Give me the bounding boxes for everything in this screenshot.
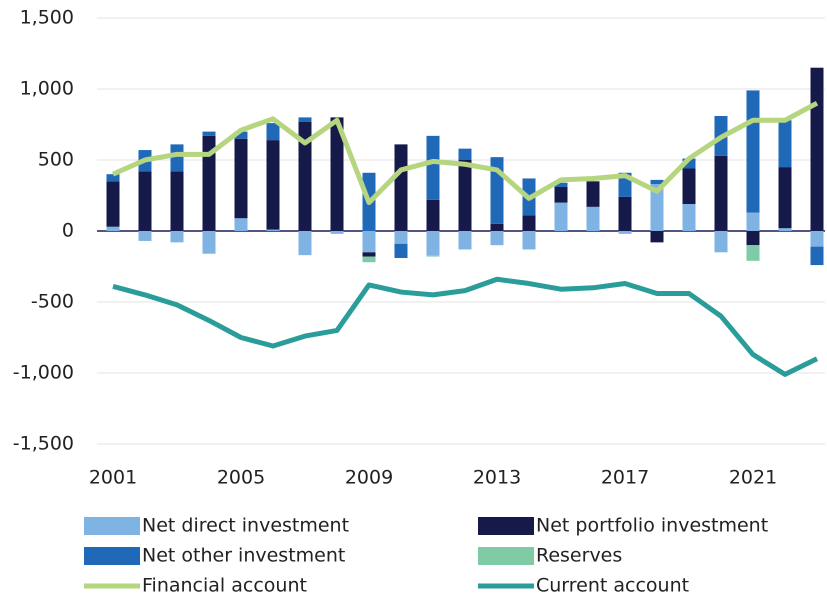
bar: [138, 231, 152, 241]
bar: [362, 231, 376, 253]
bar: [714, 155, 728, 231]
bar: [394, 144, 408, 231]
bar: [746, 90, 760, 213]
y-tick-label: -1,500: [13, 433, 74, 455]
legend-label: Reserves: [536, 545, 622, 567]
legend-swatch: [84, 547, 140, 565]
bar: [170, 231, 184, 243]
bar: [522, 215, 536, 231]
bar: [298, 231, 312, 256]
bar: [618, 231, 632, 234]
x-tick-label: 2013: [473, 467, 521, 489]
bar: [330, 231, 344, 234]
bar: [650, 184, 664, 231]
bar: [170, 171, 184, 231]
y-tick-label: 1,000: [20, 78, 74, 100]
bar: [106, 174, 120, 182]
bar: [490, 223, 504, 231]
bar: [682, 158, 696, 169]
bar: [170, 144, 184, 172]
bar: [746, 231, 760, 246]
bar: [266, 229, 280, 231]
bar: [746, 245, 760, 261]
bar: [682, 204, 696, 231]
bar: [586, 181, 600, 207]
bar: [234, 218, 248, 231]
bar: [778, 228, 792, 231]
bar: [618, 196, 632, 231]
legend-swatch: [478, 547, 534, 565]
bar: [554, 182, 568, 187]
bar: [458, 148, 472, 160]
bar: [202, 131, 216, 136]
bar: [202, 231, 216, 254]
y-tick-label: 1,500: [20, 7, 74, 29]
bar: [106, 226, 120, 231]
bar: [298, 121, 312, 231]
bar: [426, 135, 440, 200]
legend-label: Net other investment: [142, 545, 345, 567]
bar: [554, 186, 568, 203]
y-tick-label: 0: [62, 220, 74, 242]
bar: [394, 243, 408, 258]
x-tick-label: 2021: [729, 467, 777, 489]
bar: [650, 231, 664, 243]
legend-label: Net portfolio investment: [536, 515, 768, 537]
bar: [330, 117, 344, 231]
x-tick-label: 2017: [601, 467, 649, 489]
bar: [810, 231, 824, 247]
bar: [202, 135, 216, 231]
bar: [746, 212, 760, 231]
bar: [426, 199, 440, 231]
bar: [490, 231, 504, 246]
bar: [426, 255, 440, 257]
bar: [682, 168, 696, 205]
x-tick-label: 2005: [217, 467, 265, 489]
y-tick-label: -1,000: [13, 362, 74, 384]
bar: [650, 179, 664, 185]
bar: [106, 181, 120, 227]
legend-label: Net direct investment: [142, 515, 349, 537]
bar: [522, 231, 536, 250]
bar: [714, 231, 728, 253]
line: [112, 276, 819, 377]
bar: [778, 120, 792, 168]
legend-label: Current account: [536, 575, 689, 597]
bar: [362, 252, 376, 257]
bar: [458, 160, 472, 231]
bar: [778, 167, 792, 229]
bar: [234, 131, 248, 139]
bar: [586, 206, 600, 231]
bar: [458, 231, 472, 250]
bar: [362, 256, 376, 263]
x-tick-label: 2009: [345, 467, 393, 489]
bar: [266, 140, 280, 230]
legend-swatch: [478, 517, 534, 535]
bar: [298, 117, 312, 122]
bar: [266, 123, 280, 141]
bar: [234, 138, 248, 219]
legend-swatch: [84, 517, 140, 535]
line: [111, 100, 819, 206]
bar: [394, 231, 408, 244]
bar: [810, 246, 824, 266]
bar: [426, 231, 440, 256]
bar: [554, 202, 568, 231]
y-tick-label: 500: [38, 149, 74, 171]
bar: [810, 67, 824, 231]
bar: [138, 171, 152, 231]
legend-label: Financial account: [142, 575, 307, 597]
y-tick-label: -500: [31, 291, 74, 313]
x-tick-label: 2001: [89, 467, 137, 489]
